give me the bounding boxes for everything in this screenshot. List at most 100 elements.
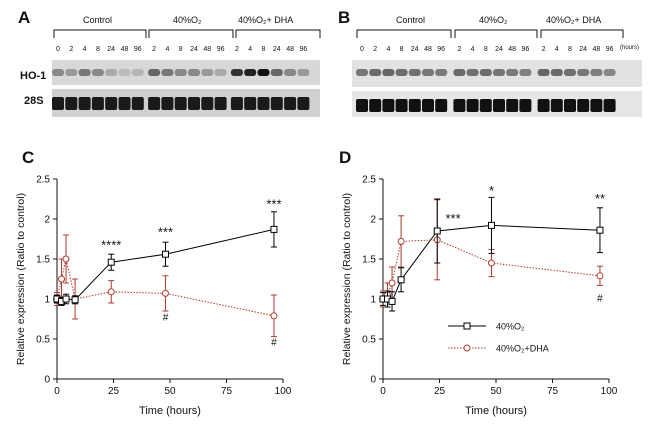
- significance-marker: **: [595, 191, 605, 206]
- ho1-band: [174, 69, 187, 76]
- data-point: [62, 255, 70, 263]
- blot-b-lane-label: 48: [592, 46, 601, 53]
- x-tick-label: 0: [380, 386, 386, 397]
- significance-marker: #: [163, 313, 169, 324]
- ho1-band: [270, 69, 283, 76]
- blot-b-group-o2: 40%O₂: [479, 15, 508, 25]
- rrna-band: [382, 99, 395, 112]
- rrna-band: [105, 97, 118, 110]
- blot-b-lane-label: 2: [373, 46, 378, 53]
- rrna-band: [297, 97, 310, 110]
- rrna-band: [131, 97, 144, 110]
- ho1-band: [382, 69, 395, 76]
- data-point: [397, 237, 405, 245]
- legend-marker: [463, 322, 471, 330]
- blot-a-lane-label: 0: [56, 46, 60, 53]
- y-tick-label: 0.5: [362, 335, 376, 346]
- blot-b-lane-label: 24: [495, 46, 503, 53]
- blot-a-lane-label: 48: [120, 46, 129, 53]
- blot-b-lane-label: 0: [360, 46, 364, 53]
- blot-b-lane-label: 48: [424, 46, 432, 53]
- ho1-band: [435, 69, 448, 76]
- ho1-band: [506, 69, 519, 76]
- blot-a-lane-label: 96: [133, 46, 142, 53]
- blot-a-lane-label: 4: [248, 46, 253, 53]
- blot-b-hours-label: (hours): [620, 45, 640, 51]
- x-tick-label: 75: [221, 386, 233, 397]
- rrna-band: [577, 99, 590, 112]
- significance-marker: ***: [158, 225, 173, 240]
- panel-label-c: C: [22, 148, 35, 167]
- rrna-band: [395, 99, 408, 112]
- data-point: [596, 226, 604, 234]
- rrna-band: [408, 99, 421, 112]
- blot-row-label-ho1: HO-1: [20, 70, 47, 82]
- rrna-band: [537, 99, 550, 112]
- blot-b-lane-label: 8: [483, 46, 488, 53]
- blot-a-lane-label: 24: [107, 46, 116, 53]
- blot-a-group-control: Control: [83, 15, 113, 25]
- ho1-band: [493, 69, 505, 76]
- rrna-band: [550, 99, 563, 112]
- blot-a-lane-label: 4: [82, 46, 87, 53]
- ho1-band: [118, 69, 131, 76]
- rrna-band: [506, 99, 519, 112]
- rrna-band: [493, 99, 505, 112]
- data-point: [62, 295, 70, 303]
- blot-b-lane-label: 8: [399, 46, 404, 53]
- data-point: [71, 296, 79, 304]
- data-point: [270, 225, 278, 233]
- significance-marker: ****: [101, 237, 121, 252]
- ho1-band: [603, 69, 616, 76]
- blot-a-group-o2-dha: 40%O₂+ DHA: [238, 15, 294, 25]
- blot-b-lane-label: 24: [579, 46, 588, 53]
- y-tick-label: 2: [370, 215, 376, 226]
- blot-a-lane-label: 8: [261, 46, 266, 53]
- blot-a-lane-label: 96: [299, 46, 308, 53]
- blot-a-lane-label: 8: [95, 46, 100, 53]
- y-tick-label: 1.5: [36, 255, 50, 266]
- rrna-band: [148, 97, 161, 110]
- blot-b-lane-label: 4: [554, 46, 559, 53]
- panel-label-b: B: [338, 8, 351, 27]
- y-tick-label: 0: [44, 375, 50, 386]
- rrna-band: [118, 97, 131, 110]
- data-point: [433, 227, 441, 235]
- ho1-band: [590, 69, 603, 76]
- ho1-band: [356, 69, 368, 76]
- rrna-band: [174, 97, 187, 110]
- rrna-band: [590, 99, 603, 112]
- rrna-band: [466, 99, 479, 112]
- ho1-band: [519, 69, 532, 76]
- significance-marker: ***: [445, 211, 460, 226]
- y-tick-label: 2.5: [362, 175, 376, 186]
- rrna-band: [91, 97, 104, 110]
- ho1-band: [91, 69, 104, 76]
- y-tick-label: 1.5: [362, 255, 376, 266]
- rrna-band: [564, 99, 576, 112]
- x-tick-label: 25: [434, 386, 446, 397]
- x-tick-label: 25: [108, 386, 120, 397]
- rrna-band: [214, 97, 227, 110]
- blot-a-lane-label: 48: [203, 46, 212, 53]
- blot-b-lane-label: 4: [386, 46, 391, 53]
- ho1-band: [369, 69, 382, 76]
- blot-b-lane-label: 8: [568, 46, 572, 53]
- rrna-band: [479, 99, 492, 112]
- ho1-band: [537, 69, 550, 76]
- blot-a-lane-label: 24: [190, 46, 198, 53]
- rrna-band: [369, 99, 382, 112]
- chart-d: 0 0.5 1 1.5 2 2.5 0 25 50 75 100 Time (hours) Relati…: [341, 175, 618, 418]
- ho1-band: [161, 69, 174, 76]
- ho1-band: [297, 69, 310, 76]
- ho1-band: [395, 69, 408, 76]
- ho1-band: [52, 69, 64, 76]
- ho1-band: [188, 69, 200, 76]
- ho1-band: [453, 69, 466, 76]
- rrna-band: [422, 99, 434, 112]
- rrna-band: [161, 97, 174, 110]
- data-point: [161, 289, 169, 297]
- blot-a-lane-label: 2: [234, 46, 239, 53]
- data-point: [397, 276, 405, 284]
- data-point: [487, 259, 495, 267]
